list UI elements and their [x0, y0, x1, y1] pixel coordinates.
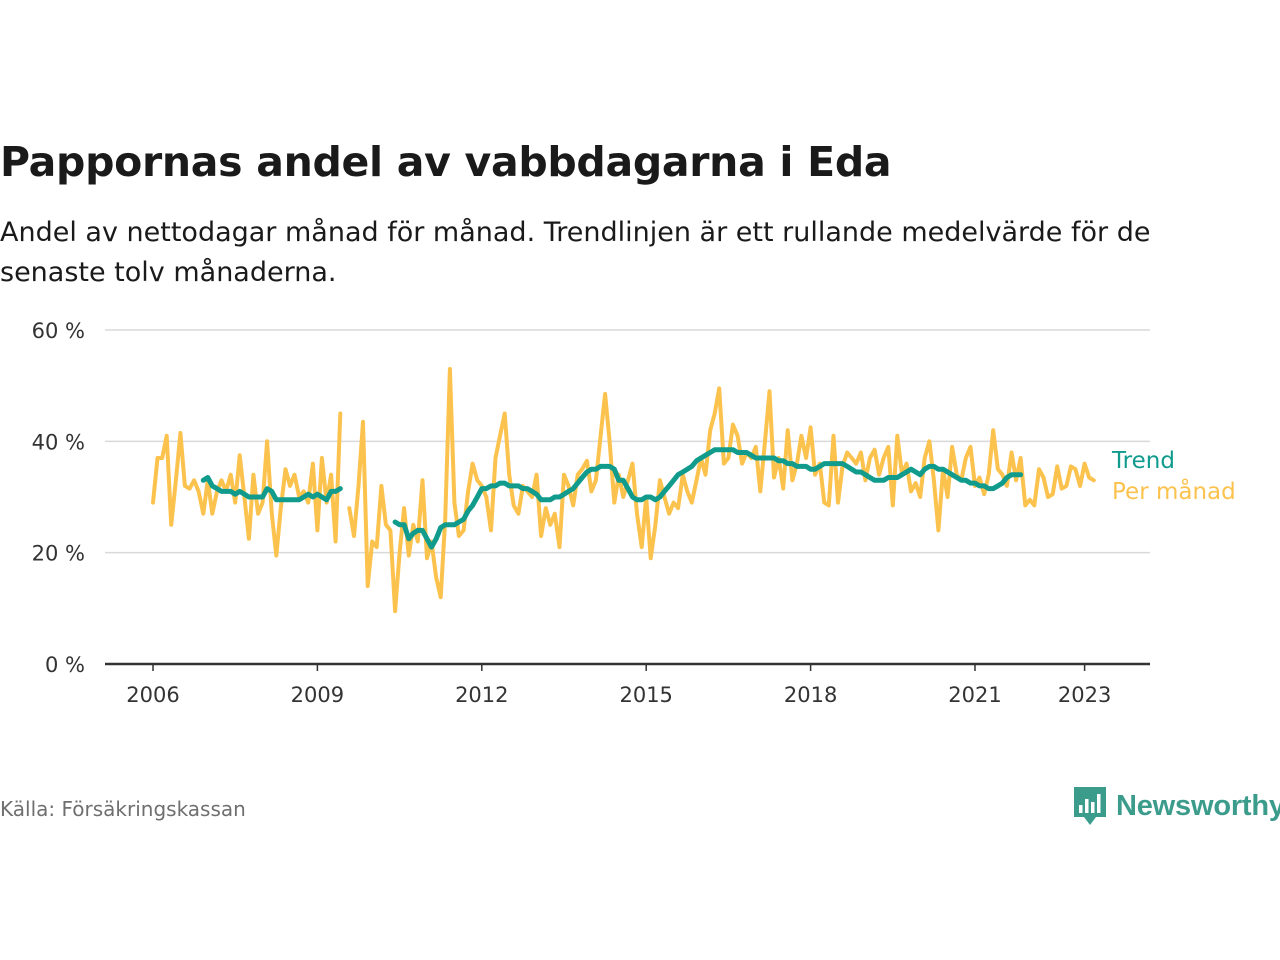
x-tick-label: 2021: [948, 683, 1001, 707]
y-tick-label: 20 %: [32, 542, 85, 566]
x-tick-label: 2023: [1058, 683, 1111, 707]
source-note: Källa: Försäkringskassan: [0, 797, 246, 821]
newsworthy-chart-icon: [1074, 787, 1106, 825]
monthly-line: [347, 367, 1096, 614]
y-tick-label: 60 %: [32, 319, 85, 343]
line-chart: 0 % 20 % 40 % 60 % 2006 2009 2012 2015 2018 2021…: [32, 319, 1236, 707]
logo-text: Newsworthy: [1116, 789, 1280, 822]
monthly-line: [151, 411, 343, 558]
y-tick-label: 40 %: [32, 430, 85, 454]
newsworthy-logo: Newsworthy: [1072, 784, 1280, 828]
legend-labels: Per månad Trend: [1111, 448, 1236, 505]
y-axis-tick-labels: 0 % 20 % 40 % 60 %: [32, 319, 85, 677]
chart-title: Pappornas andel av vabbdagarna i Eda: [0, 138, 892, 186]
x-tick-label: 2012: [455, 683, 508, 707]
trend-line: [200, 475, 343, 503]
gridlines: [105, 329, 1150, 554]
x-tick-label: 2009: [291, 683, 344, 707]
x-axis-tick-labels: 2006 2009 2012 2015 2018 2021 2023: [126, 683, 1111, 707]
x-tick-label: 2018: [784, 683, 837, 707]
trend-line: [392, 447, 1024, 550]
legend-label-trend: Trend: [1111, 448, 1175, 474]
chart-subtitle: Andel av nettodagar månad för månad. Tre…: [0, 217, 1151, 288]
legend-label-monthly: Per månad: [1112, 477, 1236, 505]
x-tick-label: 2015: [619, 683, 672, 707]
x-axis: [105, 662, 1150, 671]
series-lines: [151, 367, 1096, 614]
y-tick-label: 0 %: [45, 653, 85, 677]
x-tick-label: 2006: [126, 683, 179, 707]
